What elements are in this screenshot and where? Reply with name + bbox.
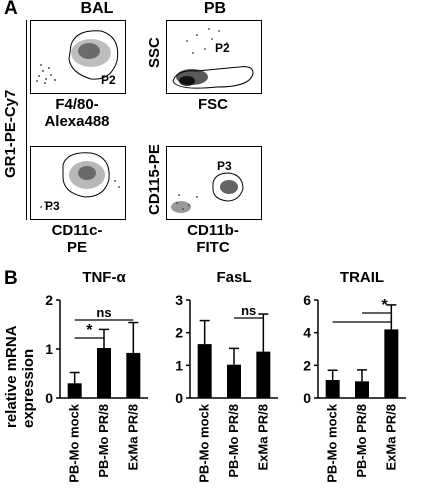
left-axis-line — [26, 20, 27, 220]
column-title-pb: PB — [203, 0, 227, 17]
x-axis-label-line1: CD11c- — [51, 222, 103, 239]
category-label: PB-Mo PR/8 — [96, 404, 111, 478]
significance-label: * — [382, 297, 389, 314]
flow-plot-bal-cd11c: P3 — [30, 146, 126, 220]
x-axis-label-line1: F4/80- — [55, 96, 99, 113]
chart-title: TRAIL — [340, 269, 384, 286]
bar — [227, 364, 241, 398]
bar — [355, 381, 369, 398]
category-label: ExMa PR/8 — [383, 404, 398, 470]
x-axis-label-line1: FSC — [198, 96, 228, 113]
bar — [325, 380, 340, 398]
x-axis-label-cd11b: CD11b- FITC — [158, 222, 268, 256]
flow-plot-bal-f480: P2 — [30, 20, 126, 94]
category-label: ExMa PR/8 — [125, 404, 140, 470]
category-label: ExMa PR/8 — [255, 404, 270, 470]
bar — [384, 329, 399, 398]
bar — [97, 348, 111, 398]
x-axis-label-line2: Alexa488 — [44, 113, 110, 130]
significance-label: ns — [241, 303, 256, 318]
significance-label: * — [86, 322, 93, 339]
significance-label: ns — [96, 305, 111, 320]
gate-label: P3 — [217, 159, 232, 173]
gate-label: P3 — [45, 199, 60, 213]
gate-label: P2 — [101, 73, 116, 87]
y-tick-label: 6 — [303, 292, 311, 308]
y-tick-label: 1 — [175, 357, 183, 373]
flow-plot-bal-cd11c-density — [40, 152, 120, 210]
category-label: PB-Mo mock — [325, 403, 340, 483]
gate-outline — [212, 172, 244, 202]
x-axis-label-f480: F4/80- Alexa488 — [22, 96, 132, 130]
flow-plot-pb-ssc-fsc: P2 — [166, 20, 262, 94]
category-label: PB-Mo mock — [67, 403, 82, 483]
category-label: PB-Mo PR/8 — [226, 404, 241, 478]
y-tick-label: 2 — [175, 325, 183, 341]
chart-title: FasL — [216, 269, 251, 286]
chart-title: TNF-α — [82, 269, 126, 286]
y-tick-label: 3 — [175, 292, 183, 308]
bar — [126, 352, 141, 398]
y-tick-label: 0 — [45, 390, 53, 406]
x-axis-label-fsc: FSC — [158, 96, 268, 113]
flow-plot-pb-ssc-density — [172, 28, 254, 89]
y-tick-label: 0 — [303, 390, 311, 406]
panel-b-letter: B — [4, 268, 18, 289]
x-axis-label-line2: FITC — [196, 239, 230, 256]
gate-outline — [68, 30, 119, 80]
panel-a-letter: A — [4, 0, 18, 19]
x-axis-label-line2: PE — [66, 239, 87, 256]
gate-outline — [62, 152, 110, 198]
y-tick-label: 2 — [303, 357, 311, 373]
bar — [67, 383, 82, 398]
bar — [256, 351, 271, 398]
y-tick-label: 0 — [175, 390, 183, 406]
flow-plot-bal-f480-density — [36, 30, 119, 84]
gate-outline — [172, 66, 254, 89]
x-axis-label-line1: CD11b- — [187, 222, 239, 239]
bar — [197, 344, 212, 398]
flow-plot-pb-cd11b-density — [171, 172, 244, 213]
category-label: PB-Mo PR/8 — [354, 404, 369, 478]
y-tick-label: 1 — [45, 341, 53, 357]
y-tick-label: 4 — [303, 325, 311, 341]
gate-label: P2 — [215, 41, 230, 55]
y-tick-label: 2 — [45, 292, 53, 308]
category-label: PB-Mo mock — [197, 403, 212, 483]
column-title-bal: BAL — [80, 0, 114, 17]
x-axis-label-cd11c: CD11c- PE — [22, 222, 132, 256]
flow-plot-pb-cd11b: P3 — [166, 146, 262, 220]
